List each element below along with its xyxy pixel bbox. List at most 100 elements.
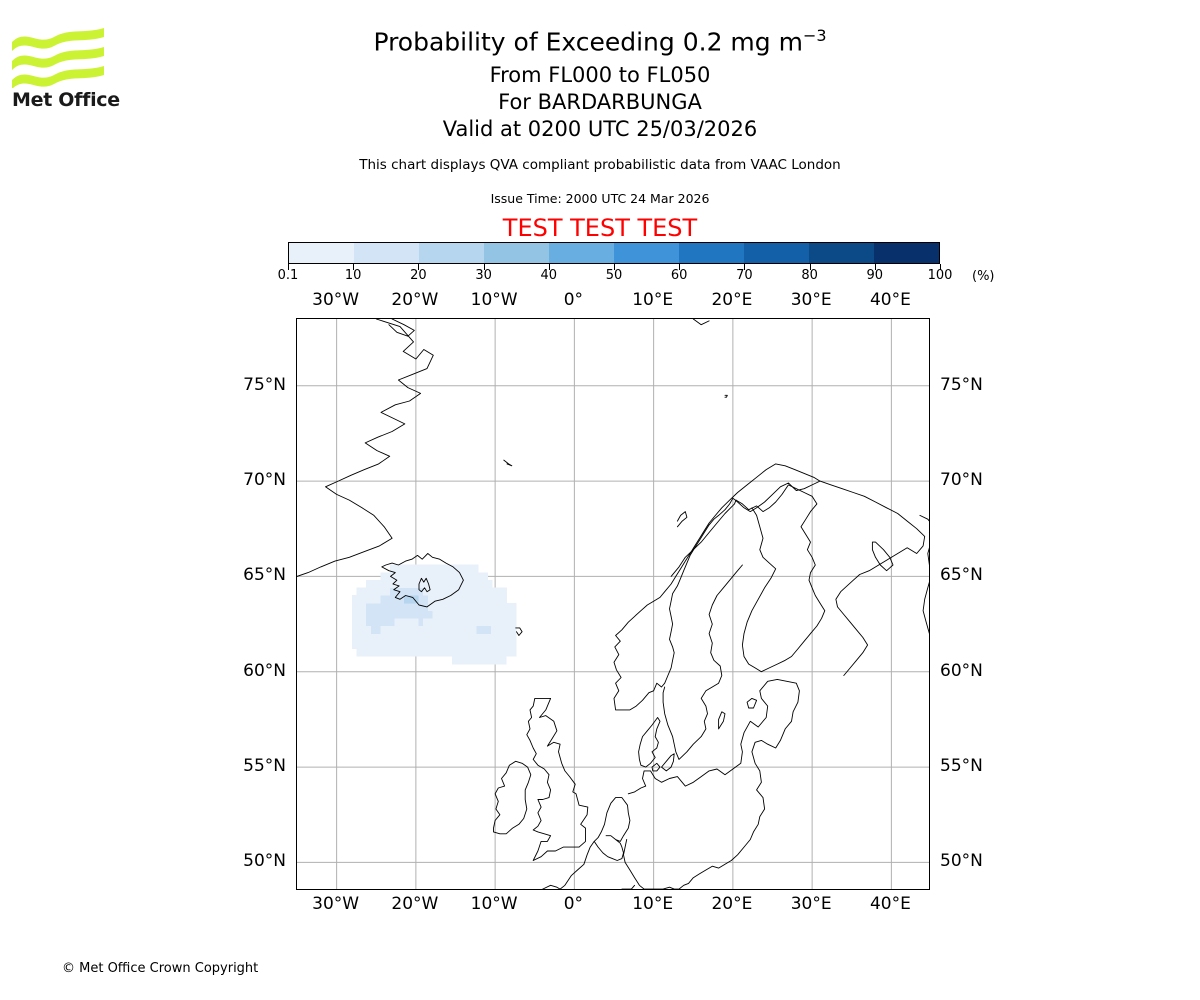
plume-cell [410,648,416,657]
plume-cell [456,618,462,627]
plume-cell [461,602,467,611]
plume-cell [418,595,424,604]
plume-cell [496,610,502,619]
plume-cell [496,648,502,657]
copyright-notice: © Met Office Crown Copyright [62,961,259,976]
plume-cell [461,587,468,596]
plume-cell [413,564,419,573]
plume-cell [491,648,497,657]
plume-cell [399,572,405,581]
colorbar-label-40: 40 [540,268,558,283]
plume-cell [451,610,458,619]
plume-cell [486,587,493,596]
coastline-svalbard-hint [692,319,710,326]
plume-cell [437,610,443,619]
plume-cell [385,618,391,627]
plume-cell [476,641,482,650]
plume-cell [442,579,448,589]
plume-cell [456,587,463,596]
plume-cell [427,625,434,634]
plume-cell [481,648,487,657]
page-title: Probability of Exceeding 0.2 mg m−3 [0,26,1200,56]
plume-cell [413,579,419,589]
plume-cell [446,610,453,619]
plume-cell [394,579,400,589]
plume-cell [394,625,400,634]
plume-cell [451,633,458,642]
plume-cell [432,602,438,611]
colorbar-band-8 [809,243,874,263]
plume-cell [501,587,507,596]
plume-cell [476,595,482,604]
map-canvas [297,319,929,889]
plume-cell [466,602,472,611]
plume-cell [389,587,396,596]
plume-cell [432,625,438,634]
plume-cell [491,610,497,619]
plume-cell [404,641,411,650]
coastline-sweden-finland-border [670,499,737,577]
colorbar-band-9 [874,243,939,263]
plume-cell [375,579,381,589]
flight-level-line: From FL000 to FL050 [489,63,711,87]
plume-cell [385,579,391,589]
plume-cell [414,641,421,650]
plume-cell [466,610,472,619]
plume-cell [486,595,492,604]
plume-cell [385,610,391,619]
plume-cell [472,579,478,589]
plume-cell [442,618,448,627]
plume-cell [506,602,512,611]
plume-cell [511,618,517,627]
plume-cell [361,602,367,611]
coastline-novaya-coast [919,514,929,522]
plume-cell [351,602,358,611]
plume-cell [446,618,453,627]
colorbar-tick-3 [483,264,485,270]
plume-cell [443,564,449,573]
plume-cell [511,633,517,642]
plume-cell [399,564,405,573]
plume-cell [404,625,410,634]
plume-cell [471,648,477,657]
plume-cell [399,633,406,642]
colorbar-band-4 [549,243,614,263]
coastline-jan-mayen [503,459,513,467]
plume-cell [370,579,377,589]
plume-cell [366,625,372,634]
plume-cell [506,641,512,650]
plume-cell [476,587,483,596]
plume-cell [418,564,424,573]
plume-cell [432,579,439,589]
plume-cell [385,587,391,596]
lat-label-left-55°N: 55°N [243,756,286,777]
plume-cell [423,618,429,627]
plume-cell [370,618,377,627]
plume-cell [385,633,391,642]
plume-cell [389,564,396,573]
lon-label-10°W: 10°W [470,894,518,914]
plume-cell [452,579,458,589]
plume-cell [486,656,492,665]
plume-cell [472,572,479,581]
plume-cell [463,564,469,573]
plume-cell [428,579,434,589]
plume-cell [413,595,419,604]
plume-cell [482,572,488,581]
plume-cell [380,625,386,634]
plume-cell [453,564,459,573]
plume-cell [399,587,405,596]
plume-cell [418,572,424,581]
lon-label-40°E: 40°E [869,894,911,914]
plume-cell [375,648,381,657]
plume-cell [427,610,434,619]
plume-cell [351,625,358,634]
plume-cell [451,618,458,627]
plume-cell [380,648,386,657]
plume-cell [456,595,463,604]
plume-cell [467,579,473,589]
plume-cell [501,633,507,642]
plume-cell [446,641,453,650]
plume-cell [491,618,497,627]
plume-cell [437,618,443,627]
